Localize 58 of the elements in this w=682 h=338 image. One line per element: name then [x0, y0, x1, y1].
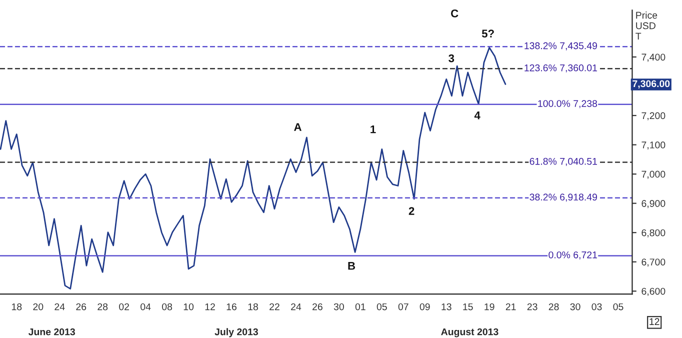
y-tick-label: 6,800 [642, 229, 666, 238]
x-tick-label: 30 [334, 303, 344, 310]
ref-line-label: 0.0% 6,721 [548, 251, 597, 260]
y-tick-label: 6,900 [642, 200, 666, 208]
annotation: 2 [408, 207, 414, 215]
x-tick-label: 30 [570, 303, 580, 310]
x-tick-label: 01 [355, 303, 366, 310]
x-tick-label: 19 [484, 303, 494, 310]
x-tick-label: 18 [12, 303, 22, 310]
text: July 2013 [214, 328, 258, 338]
annotation: 1 [370, 125, 376, 134]
x-tick-label: 20 [33, 303, 44, 310]
x-tick-label: 05 [376, 303, 387, 310]
x-tick-label: 15 [463, 303, 473, 310]
annotation: A [294, 123, 302, 131]
x-tick-label: 24 [291, 303, 302, 310]
ref-line-label: 138.2% 7,435.49 [524, 42, 597, 50]
annotation: 5? [482, 30, 494, 38]
ref-line-label: 123.6% 7,360.01 [524, 64, 597, 72]
ref-line-label: 61.8% 7,040.51 [530, 158, 597, 166]
text: June 2013 [28, 328, 76, 336]
y-tick-label: 7,400 [642, 54, 666, 62]
x-tick-label: 07 [398, 303, 408, 310]
x-tick-label: 12 [205, 303, 215, 310]
line-series [0, 46, 506, 290]
x-tick-label: 05 [613, 303, 624, 310]
ref-line-label: 38.2% 6,918.49 [530, 194, 597, 202]
x-tick-label: 02 [119, 303, 129, 310]
annotation: 3 [448, 54, 454, 62]
y-tick-label: 7,100 [642, 142, 666, 150]
x-tick-label: 16 [226, 303, 236, 310]
x-tick-label: 26 [76, 303, 86, 310]
ref-line-label: 100.0% 7,238 [538, 100, 598, 108]
x-tick-label: 28 [98, 303, 108, 310]
text: 12 [650, 318, 660, 325]
x-tick-label: 18 [248, 303, 258, 310]
y-tick-label: 7,000 [642, 170, 666, 179]
x-tick-label: 21 [506, 303, 516, 310]
x-tick-label: 04 [140, 303, 151, 310]
text: August 2013 [441, 328, 498, 338]
annotation: B [348, 262, 356, 270]
x-tick-label: 10 [184, 303, 194, 310]
x-tick-label: 23 [527, 303, 538, 310]
x-tick-label: 13 [442, 303, 452, 310]
x-tick-label: 28 [548, 303, 559, 310]
annotation: C [451, 10, 458, 18]
text: 7,306.00 [632, 80, 670, 89]
x-tick-label: 03 [592, 303, 602, 310]
y-tick-label: 6,600 [642, 288, 666, 296]
y-tick-label: 7,200 [642, 112, 666, 120]
x-tick-label: 08 [162, 303, 172, 310]
x-tick-label: 09 [420, 303, 430, 310]
y-axis-title: Price USD T [636, 12, 658, 40]
annotation: 4 [474, 112, 480, 120]
y-tick-label: 6,700 [642, 258, 666, 267]
x-tick-label: 24 [54, 303, 65, 310]
x-tick-label: 26 [312, 303, 322, 310]
x-tick-label: 22 [270, 303, 280, 310]
